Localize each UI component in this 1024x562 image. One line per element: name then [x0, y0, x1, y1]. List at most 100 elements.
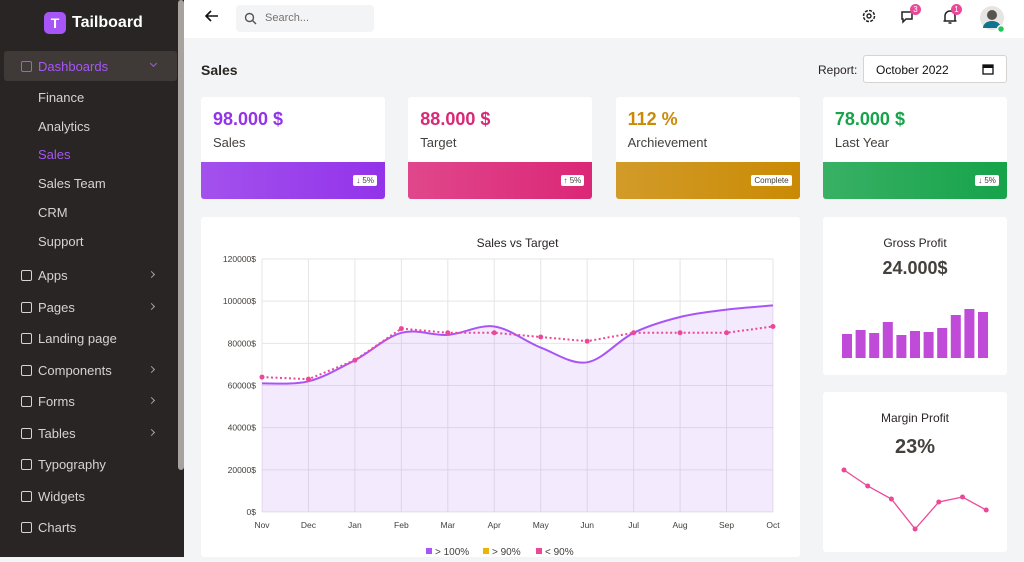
card-total: 23% — [895, 436, 935, 458]
menu-item[interactable]: Apps — [4, 260, 177, 290]
stat-strip: ↓ 5% — [201, 162, 385, 199]
notifications-button[interactable] — [942, 9, 958, 25]
gross-profit-card: Gross Profit 24.000$ — [823, 217, 1007, 375]
stat-card: 88.000 $ Target ↑ 5% — [408, 97, 593, 199]
point — [631, 330, 637, 336]
point — [491, 330, 497, 336]
stat-strip: ↓ 5% — [822, 162, 1007, 199]
menu-icon — [21, 301, 32, 313]
y-tick-label: 80000$ — [228, 338, 257, 348]
card-title: Margin Profit — [881, 411, 950, 425]
stat-label: Archievement — [627, 135, 708, 150]
point — [352, 357, 358, 363]
submenu-item[interactable]: CRM — [38, 204, 68, 220]
legend-swatch — [426, 548, 432, 554]
stat-card: 112 % Archievement Complete — [615, 97, 800, 199]
y-tick-label: 0$ — [247, 507, 257, 517]
x-tick-label: Jun — [580, 520, 594, 530]
point — [841, 467, 847, 473]
bar — [910, 331, 920, 358]
point — [888, 496, 894, 502]
chevron — [147, 428, 156, 436]
point — [538, 334, 544, 340]
menu-item[interactable]: Tables — [4, 418, 177, 448]
stat-value: 112 % — [627, 109, 678, 129]
submenu-item[interactable]: Analytics — [38, 118, 91, 134]
legend-label: > 90% — [492, 547, 521, 557]
bar — [978, 312, 988, 358]
legend-label: < 90% — [545, 547, 574, 557]
menu-icon — [21, 364, 32, 376]
y-tick-label: 120000$ — [223, 254, 256, 264]
card-title: Gross Profit — [883, 236, 947, 250]
report-value: October 2022 — [876, 63, 949, 77]
submenu-item[interactable]: Finance — [38, 90, 85, 105]
notifications-badge: 1 — [951, 4, 962, 15]
point — [865, 483, 871, 489]
point — [305, 376, 311, 382]
menu-item[interactable]: Dashboards — [4, 51, 177, 81]
x-tick-label: Aug — [673, 520, 688, 530]
x-tick-label: Nov — [254, 520, 270, 530]
calendar-icon — [982, 64, 994, 75]
stat-strip: Complete — [615, 162, 800, 199]
report-date-input[interactable]: October 2022 — [863, 55, 1007, 83]
menu-icon — [21, 270, 32, 282]
bar — [950, 315, 961, 358]
menu-item[interactable]: Typography — [4, 449, 177, 479]
point — [677, 330, 683, 336]
x-tick-label: Apr — [488, 520, 501, 530]
x-tick-label: Mar — [440, 520, 455, 530]
menu-label: Apps — [38, 268, 68, 284]
point — [724, 330, 730, 336]
scrollbar[interactable] — [178, 0, 184, 470]
point — [960, 494, 965, 500]
bar — [869, 333, 880, 358]
menu-label: Tables — [38, 425, 76, 441]
menu-label: Widgets — [38, 488, 85, 504]
settings-button[interactable] — [861, 8, 877, 24]
y-tick-label: 20000$ — [228, 465, 257, 475]
avatar[interactable] — [979, 4, 1007, 34]
back-button[interactable] — [204, 8, 220, 24]
brand: Tailboard — [72, 14, 143, 31]
sales-chart: Sales vs Target 0$ 20000$ 40000$ 60000$ 80000… — [223, 236, 780, 558]
menu-icon — [21, 490, 32, 502]
card-total: 24.000$ — [882, 258, 947, 278]
search-box[interactable]: Search... — [236, 5, 374, 32]
menu-item[interactable]: Landing page — [4, 323, 177, 353]
chevron — [147, 397, 156, 405]
legend-swatch — [536, 548, 542, 554]
point — [584, 338, 590, 344]
menu-item[interactable]: Components — [4, 355, 177, 385]
search-placeholder: Search... — [265, 12, 310, 24]
submenu-item[interactable]: Support — [38, 233, 84, 249]
point — [398, 326, 404, 332]
x-tick-label: Jan — [348, 520, 362, 530]
point — [936, 499, 942, 505]
bar — [923, 332, 934, 358]
menu-label: Charts — [38, 520, 77, 536]
menu-item[interactable]: Widgets — [4, 481, 177, 511]
menu-icon — [21, 61, 32, 72]
stat-strip: ↑ 5% — [408, 162, 593, 199]
menu-item[interactable]: Charts — [4, 512, 177, 542]
point — [770, 323, 776, 329]
stat-badge: ↑ 5% — [560, 175, 585, 186]
menu-item[interactable]: Pages — [4, 292, 177, 322]
menu-icon — [21, 522, 32, 534]
bar — [964, 309, 975, 358]
submenu-item[interactable]: Sales — [38, 147, 71, 163]
menu-icon — [21, 396, 32, 408]
point — [259, 374, 265, 380]
sales-chart-card: Sales vs Target 0$ 20000$ 40000$ 60000$ 80000… — [201, 217, 800, 558]
menu-icon — [21, 427, 32, 439]
menu-item[interactable]: Forms — [4, 386, 177, 416]
report-label: Report: — [818, 63, 858, 77]
stat-label: Sales — [213, 135, 246, 150]
line — [843, 469, 987, 531]
submenu-item[interactable]: Sales Team — [38, 176, 106, 192]
menu-label: Pages — [38, 299, 75, 315]
menu-label: Landing page — [38, 331, 117, 347]
bar — [855, 330, 866, 358]
